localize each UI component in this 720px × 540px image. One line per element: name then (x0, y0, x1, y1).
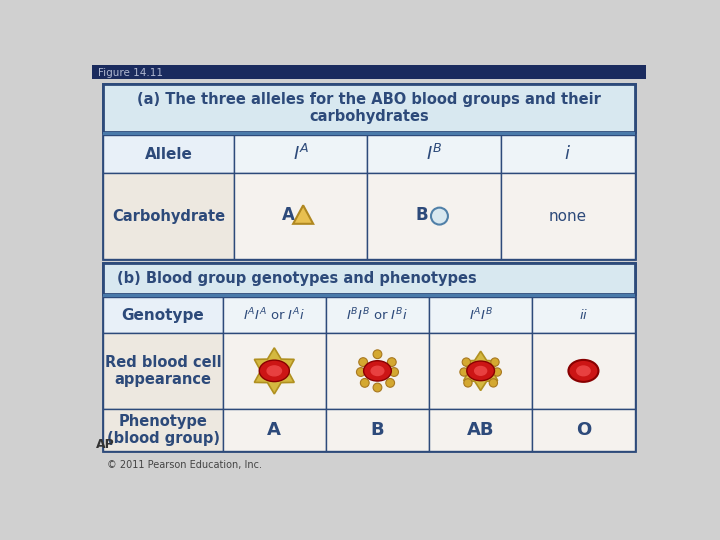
Circle shape (493, 368, 501, 376)
Text: $\it{I}^B$: $\it{I}^B$ (426, 144, 442, 164)
Polygon shape (254, 348, 294, 394)
Bar (104, 264, 634, 294)
Text: A: A (267, 421, 282, 439)
Bar (367, 173, 500, 259)
Bar (222, 409, 326, 451)
Bar (326, 409, 429, 451)
Text: $\it{i}$: $\it{i}$ (564, 145, 571, 163)
Ellipse shape (267, 366, 282, 376)
Text: B: B (415, 206, 428, 224)
Text: AB: AB (467, 421, 495, 439)
Bar (104, 409, 222, 451)
Ellipse shape (364, 361, 392, 381)
Bar (326, 333, 429, 409)
Text: B: B (371, 421, 384, 439)
Circle shape (462, 358, 470, 366)
Text: AP: AP (96, 438, 114, 451)
Bar (429, 409, 532, 451)
Text: $\it{I}^A$: $\it{I}^A$ (293, 144, 309, 164)
Bar (234, 135, 367, 173)
Bar (367, 135, 500, 173)
Text: $\it{ii}$: $\it{ii}$ (579, 308, 588, 322)
Circle shape (431, 208, 448, 225)
Text: $\it{I}^A\it{I}^A$ or $\it{I}^A\it{i}$: $\it{I}^A\it{I}^A$ or $\it{I}^A\it{i}$ (243, 307, 305, 323)
Bar (429, 298, 532, 333)
Text: Allele: Allele (145, 147, 193, 161)
Circle shape (356, 368, 365, 376)
Bar (104, 264, 634, 451)
Circle shape (373, 350, 382, 359)
Circle shape (390, 368, 398, 376)
Bar (104, 173, 234, 259)
Bar (222, 298, 326, 333)
Text: O: O (576, 421, 591, 439)
Bar (429, 333, 532, 409)
Bar (104, 294, 634, 298)
Bar (104, 132, 634, 135)
Circle shape (491, 358, 499, 366)
Text: Carbohydrate: Carbohydrate (112, 208, 225, 224)
Polygon shape (464, 351, 498, 390)
Circle shape (386, 379, 395, 387)
Bar (92, 65, 647, 79)
Text: Figure 14.11: Figure 14.11 (98, 68, 163, 78)
Text: $\it{I}^B\it{I}^B$ or $\it{I}^B\it{i}$: $\it{I}^B\it{I}^B$ or $\it{I}^B\it{i}$ (346, 307, 408, 323)
Text: Red blood cell
appearance: Red blood cell appearance (104, 355, 221, 387)
Text: Phenotype
(blood group): Phenotype (blood group) (107, 414, 220, 447)
Text: A: A (282, 206, 295, 224)
Polygon shape (293, 205, 313, 224)
Bar (234, 173, 367, 259)
Text: $\it{I}^A\it{I}^B$: $\it{I}^A\it{I}^B$ (469, 307, 492, 323)
Ellipse shape (577, 366, 590, 376)
Text: (b) Blood group genotypes and phenotypes: (b) Blood group genotypes and phenotypes (117, 272, 477, 286)
Circle shape (464, 379, 472, 387)
Bar (326, 298, 429, 333)
Bar (104, 135, 234, 173)
Circle shape (359, 357, 367, 367)
Bar (532, 409, 634, 451)
Ellipse shape (371, 366, 384, 375)
Bar (104, 333, 222, 409)
Circle shape (361, 379, 369, 387)
Bar (500, 173, 634, 259)
Bar (532, 333, 634, 409)
Bar (104, 84, 634, 259)
Ellipse shape (467, 361, 495, 381)
Text: © 2011 Pearson Education, Inc.: © 2011 Pearson Education, Inc. (107, 460, 262, 470)
Ellipse shape (474, 367, 487, 375)
Circle shape (373, 383, 382, 392)
Circle shape (460, 368, 468, 376)
Text: none: none (549, 208, 587, 224)
Bar (104, 84, 634, 132)
Text: (a) The three alleles for the ABO blood groups and their
carbohydrates: (a) The three alleles for the ABO blood … (137, 92, 601, 124)
Text: Genotype: Genotype (122, 308, 204, 322)
Ellipse shape (568, 360, 598, 382)
Bar (222, 333, 326, 409)
Ellipse shape (259, 360, 289, 382)
Bar (532, 298, 634, 333)
Bar (104, 298, 222, 333)
Circle shape (387, 357, 396, 367)
Circle shape (489, 379, 498, 387)
Bar (500, 135, 634, 173)
